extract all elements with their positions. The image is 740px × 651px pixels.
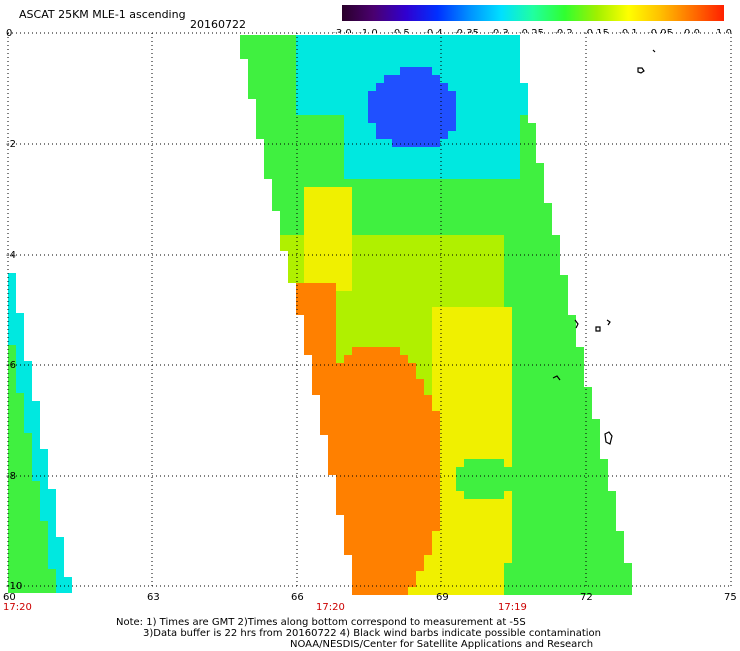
island-outlines (552, 49, 656, 445)
swath-layer (8, 35, 632, 595)
lon-label: 63 (147, 592, 160, 603)
lat-label: -4 (6, 250, 16, 261)
lat-label: -10 (6, 581, 23, 592)
lat-label: -8 (6, 471, 16, 482)
lon-label: 66 (291, 592, 304, 603)
island-outline (604, 431, 613, 445)
footer-note-2: 3)Data buffer is 22 hrs from 20160722 4)… (143, 628, 601, 639)
lon-label: 60 (3, 592, 16, 603)
island-outline (552, 375, 561, 381)
lat-label: -6 (6, 360, 16, 371)
island-outline (652, 49, 656, 53)
time-label-right: 17:19 (498, 602, 527, 613)
time-label-left: 17:20 (3, 602, 32, 613)
lon-label: 72 (580, 592, 593, 603)
lat-label: 0 (6, 28, 13, 39)
grid-lines (7, 32, 732, 587)
lon-label: 75 (724, 592, 737, 603)
footer-credit: NOAA/NESDIS/Center for Satellite Applica… (290, 639, 594, 650)
lon-label: 69 (436, 592, 449, 603)
island-outline (606, 319, 611, 326)
map-date: 20160722 (190, 18, 246, 31)
island-outline (574, 319, 579, 329)
lat-label: -2 (6, 139, 16, 150)
island-outline (637, 67, 645, 74)
footer-note-1: Note: 1) Times are GMT 2)Times along bot… (116, 617, 526, 628)
colorbar-gradient (342, 5, 724, 21)
map-title: ASCAT 25KM MLE-1 ascending (19, 8, 186, 21)
time-label-center: 17:20 (316, 602, 345, 613)
island-outline (595, 326, 601, 332)
